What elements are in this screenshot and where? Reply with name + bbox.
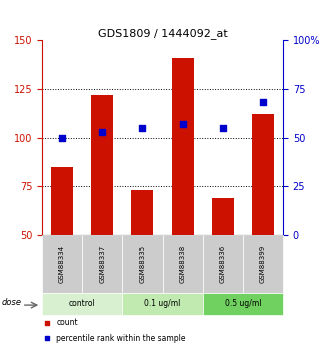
Text: dose: dose: [2, 298, 22, 307]
Point: [44, 320, 49, 325]
Bar: [42, 235, 82, 293]
Point: [180, 121, 185, 127]
Bar: [243, 235, 283, 293]
Bar: [82, 235, 122, 293]
Bar: [203, 235, 243, 293]
Point: [140, 125, 145, 130]
Text: GSM88399: GSM88399: [260, 245, 266, 283]
Text: 0.5 ug/ml: 0.5 ug/ml: [225, 299, 261, 308]
Title: GDS1809 / 1444092_at: GDS1809 / 1444092_at: [98, 28, 227, 39]
Point: [260, 100, 265, 105]
Text: percentile rank within the sample: percentile rank within the sample: [56, 334, 186, 343]
Text: GSM88334: GSM88334: [59, 245, 65, 283]
Bar: [42, 293, 122, 315]
Bar: [131, 190, 153, 235]
Point: [220, 125, 225, 130]
Text: 0.1 ug/ml: 0.1 ug/ml: [144, 299, 181, 308]
Bar: [252, 114, 274, 235]
Bar: [162, 235, 203, 293]
Bar: [122, 293, 203, 315]
Text: GSM88337: GSM88337: [99, 245, 105, 283]
Bar: [171, 58, 194, 235]
Text: control: control: [69, 299, 96, 308]
Text: count: count: [56, 318, 78, 327]
Point: [44, 336, 49, 341]
Text: GSM88338: GSM88338: [179, 245, 186, 283]
Bar: [203, 293, 283, 315]
Point: [100, 129, 105, 135]
Bar: [122, 235, 162, 293]
Bar: [212, 198, 234, 235]
Bar: [51, 167, 73, 235]
Bar: [91, 95, 113, 235]
Text: GSM88335: GSM88335: [139, 245, 145, 283]
Text: GSM88336: GSM88336: [220, 245, 226, 283]
Point: [59, 135, 65, 140]
